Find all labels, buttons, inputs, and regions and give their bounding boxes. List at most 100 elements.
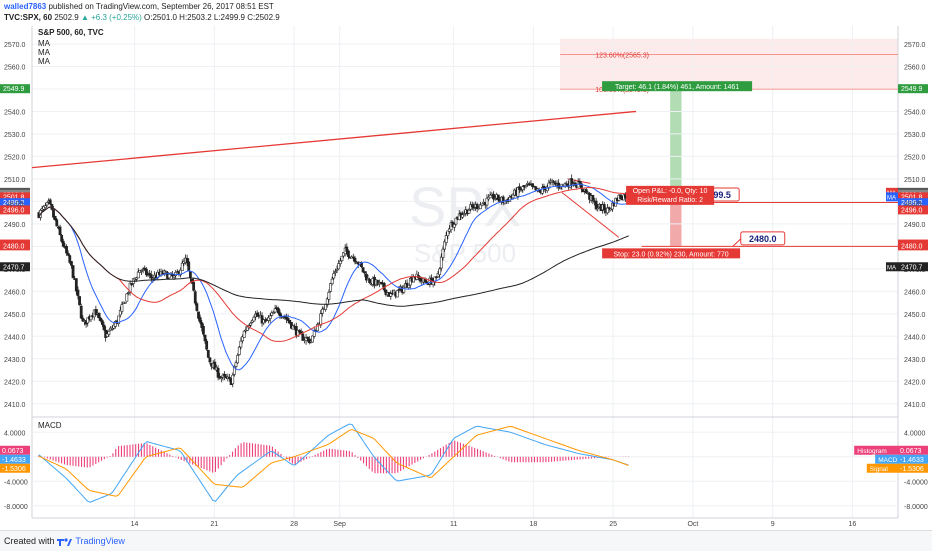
candle xyxy=(203,334,207,342)
candle xyxy=(351,256,355,259)
candle xyxy=(267,317,270,321)
candle xyxy=(345,246,349,252)
candle xyxy=(107,330,111,335)
time-tick-label: 9 xyxy=(771,521,775,528)
macd-layer: MACD4.00004.00000.00000.0000-4.0000-4.00… xyxy=(0,421,928,511)
price-tick-label-left: 2570.0 xyxy=(4,42,26,49)
candle xyxy=(519,189,523,192)
ma-tag xyxy=(886,192,898,202)
candle xyxy=(70,261,73,266)
candle xyxy=(232,365,236,375)
candle xyxy=(423,279,427,283)
candle xyxy=(255,312,259,317)
candle xyxy=(200,322,204,328)
candle xyxy=(553,182,557,185)
candle xyxy=(148,273,152,275)
candle xyxy=(425,281,429,284)
candle xyxy=(493,198,497,200)
stop-label: Stop: 23.0 (0.92%) 230, Amount: 770 xyxy=(614,251,729,258)
candle xyxy=(53,215,57,221)
candle xyxy=(558,187,562,190)
candle xyxy=(340,255,344,262)
candle xyxy=(452,224,456,228)
macd-value-badge xyxy=(898,463,928,473)
candle xyxy=(213,361,217,370)
publish-header: walled7863 published on TradingView.com,… xyxy=(0,0,932,26)
macd-value-text: -1.4633 xyxy=(2,457,26,464)
macd-tag-text: MACD xyxy=(878,457,897,464)
price-badge xyxy=(0,192,30,202)
candle xyxy=(197,311,200,319)
time-tick-label: Oct xyxy=(687,521,698,528)
time-tick-label: 16 xyxy=(849,521,857,528)
candle xyxy=(172,275,176,278)
candle xyxy=(408,277,412,286)
symbol-label: TVC:SPX, 60 xyxy=(4,13,53,22)
candle xyxy=(120,304,124,312)
macd-value-badge xyxy=(0,463,30,473)
level-label: 2480.0 xyxy=(749,234,777,244)
candle xyxy=(586,192,590,194)
time-tick-label: 25 xyxy=(609,521,617,528)
candle xyxy=(263,320,267,322)
candle xyxy=(342,252,345,257)
candle xyxy=(475,203,479,209)
candle xyxy=(438,268,442,275)
candle xyxy=(252,316,256,322)
candle xyxy=(86,317,90,324)
candle xyxy=(237,346,241,355)
price-tick-label-left: 2510.0 xyxy=(4,177,26,184)
macd-value-text: 0.0673 xyxy=(900,448,922,455)
candle xyxy=(78,296,81,306)
symbol-info-line: TVC:SPX, 60 2502.9 ▲ +6.3 (+0.25%) O:250… xyxy=(4,12,280,23)
price-badges-layer: 2503.82503.82502.92502.92501.82501.82499… xyxy=(0,84,928,272)
candle xyxy=(202,326,205,335)
price-badge xyxy=(0,241,30,251)
price-badge xyxy=(0,84,30,94)
candle xyxy=(275,307,279,309)
candle xyxy=(443,241,446,250)
ma-tag xyxy=(886,262,898,272)
price-tick-label-right: 2420.0 xyxy=(904,379,926,386)
candle xyxy=(545,186,549,192)
price-tick-label-right: 2530.0 xyxy=(904,132,926,139)
price-badge-text: 2501.8 xyxy=(901,194,923,201)
macd-title: MACD xyxy=(38,421,62,430)
ma-tag-text: MA xyxy=(887,195,896,201)
author-link[interactable]: walled7863 xyxy=(4,2,47,11)
candle xyxy=(99,317,103,322)
ma-mid-line xyxy=(38,186,629,342)
macd-tag xyxy=(875,454,898,464)
candle xyxy=(117,315,121,324)
target-label: Target: 46.1 (1.84%) 461, Amount: 1461 xyxy=(615,84,739,91)
time-tick-label: 28 xyxy=(290,521,298,528)
candle xyxy=(276,308,280,314)
fib-label: 123.60%(2565.3) xyxy=(595,53,649,60)
macd-value-badge xyxy=(0,454,30,464)
price-badge xyxy=(898,205,928,215)
target-zone xyxy=(670,89,682,195)
candle xyxy=(531,183,534,187)
candle xyxy=(304,337,308,341)
time-tick-label: Sep xyxy=(333,521,346,528)
price-tick-label-left: 2440.0 xyxy=(4,334,26,341)
candle xyxy=(55,219,59,227)
candle xyxy=(363,271,367,274)
candle xyxy=(384,289,388,295)
macd-value-badge xyxy=(898,445,928,455)
candle xyxy=(368,279,372,283)
candle xyxy=(389,293,393,297)
price-badge xyxy=(898,84,928,94)
price-tick-label-right: 2430.0 xyxy=(904,357,926,364)
macd-value-badge xyxy=(898,454,928,464)
tradingview-brand-link[interactable]: TradingView xyxy=(75,536,125,546)
fib-zone xyxy=(560,38,898,90)
price-badge-text: 2499.2 xyxy=(3,200,25,207)
price-badge-text: 2470.7 xyxy=(901,264,923,271)
candle xyxy=(457,213,461,220)
price-badge xyxy=(898,198,928,208)
macd-tick-label-left: 4.0000 xyxy=(4,430,26,437)
price-badge xyxy=(898,192,928,202)
target-label-box xyxy=(602,81,753,92)
